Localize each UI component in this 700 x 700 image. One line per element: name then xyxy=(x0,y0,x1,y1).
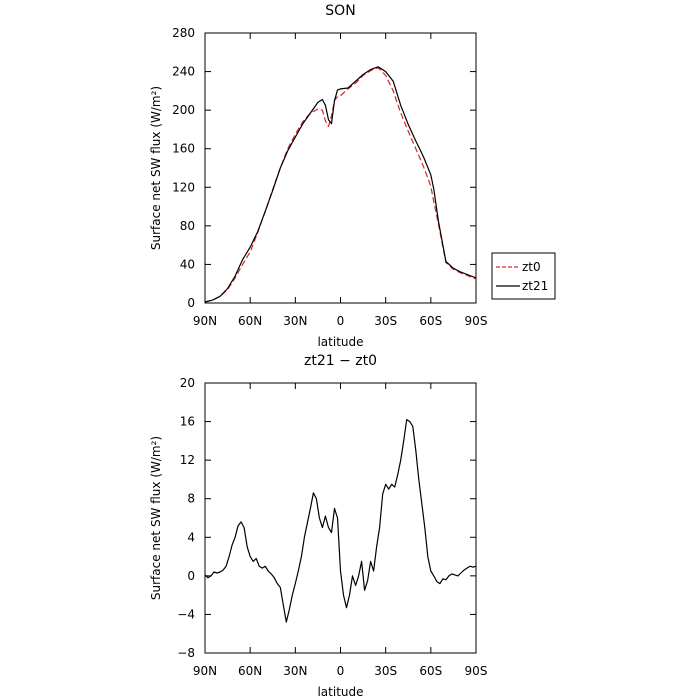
y-tick-label: −4 xyxy=(177,607,195,621)
x-tick-label: 30S xyxy=(374,664,397,678)
y-tick-label: 80 xyxy=(180,219,195,233)
y-tick-label: 0 xyxy=(187,296,195,310)
y-axis-label: Surface net SW flux (W/m²) xyxy=(149,436,163,600)
y-axis-label: Surface net SW flux (W/m²) xyxy=(149,86,163,250)
x-tick-label: 90N xyxy=(193,314,217,328)
plot-frame xyxy=(204,32,477,304)
legend-label-zt21: zt21 xyxy=(522,279,548,293)
x-tick-label: 30S xyxy=(374,314,397,328)
chart-title: SON xyxy=(325,3,355,19)
x-tick-label: 90S xyxy=(465,664,488,678)
x-tick-label: 30N xyxy=(283,314,307,328)
chart-panel-2: 90N 60N 30N 0 30S 60S 90S −8 −4 0 4 8 12 16 20 zt21 − z… xyxy=(149,353,487,699)
series-line-zt21 xyxy=(204,66,477,303)
legend: zt0 zt21 xyxy=(491,252,556,300)
x-tick-label: 60N xyxy=(238,314,262,328)
legend-box xyxy=(491,252,556,300)
y-tick-label: −8 xyxy=(177,646,195,660)
y-tick-label: 0 xyxy=(187,569,195,583)
x-tick-label: 90N xyxy=(193,664,217,678)
x-axis-label: latitude xyxy=(317,685,363,699)
x-tick-label: 60S xyxy=(419,314,442,328)
y-tick-label: 280 xyxy=(172,26,195,40)
legend-label-zt0: zt0 xyxy=(522,260,541,274)
x-tick-label: 30N xyxy=(283,664,307,678)
y-tick-label: 240 xyxy=(172,65,195,79)
y-tick-label: 12 xyxy=(180,453,195,467)
series-line-zt0 xyxy=(204,67,477,303)
y-tick-label: 40 xyxy=(180,257,195,271)
y-tick-label: 200 xyxy=(172,103,195,117)
series-line-series-1 xyxy=(204,419,477,623)
x-axis-label: latitude xyxy=(317,335,363,349)
y-tick-label: 4 xyxy=(187,530,195,544)
chart-panel-1: 90N 60N 30N 0 30S 60S 90S 0 40 80 120 160 200 240 280 S… xyxy=(149,3,556,349)
x-tick-label: 60N xyxy=(238,664,262,678)
y-tick-label: 8 xyxy=(187,492,195,506)
x-tick-label: 0 xyxy=(337,314,345,328)
plot-frame xyxy=(204,382,477,654)
y-tick-label: 160 xyxy=(172,142,195,156)
chart-title: zt21 − zt0 xyxy=(304,353,377,369)
x-tick-label: 90S xyxy=(465,314,488,328)
y-tick-label: 120 xyxy=(172,180,195,194)
y-tick-label: 16 xyxy=(180,415,195,429)
x-tick-label: 0 xyxy=(337,664,345,678)
x-tick-label: 60S xyxy=(419,664,442,678)
y-tick-label: 20 xyxy=(180,376,195,390)
